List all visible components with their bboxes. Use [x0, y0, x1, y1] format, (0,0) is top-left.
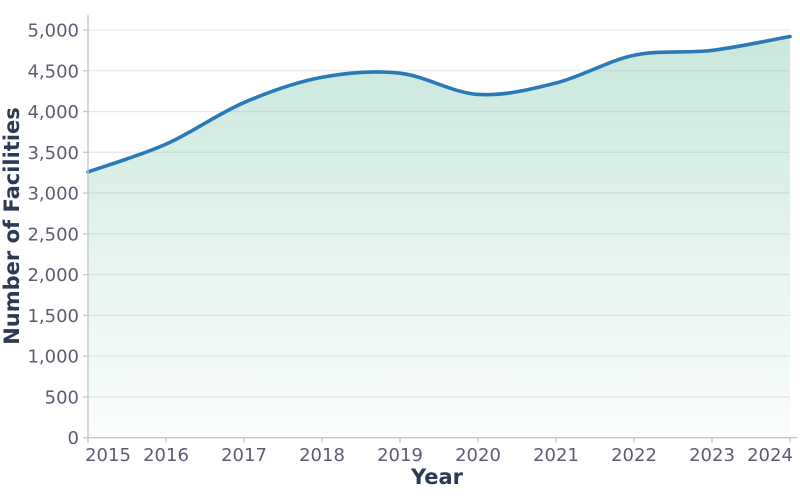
y-tick-labels: 0 500 1,000 1,500 2,000 2,500 3,000 3,500 4,000 4… — [27, 21, 79, 450]
area-fill — [88, 36, 790, 438]
y-tick-label: 4,500 — [27, 61, 79, 82]
y-tick-label: 1,500 — [27, 306, 79, 327]
y-tick-label: 0 — [68, 428, 79, 449]
y-tick-label: 2,500 — [27, 224, 79, 245]
x-tick-label: 2024 — [747, 445, 793, 466]
y-tick-label: 1,000 — [27, 347, 79, 368]
x-tick-label: 2022 — [611, 445, 657, 466]
x-tick-label: 2017 — [221, 445, 267, 466]
tick-marks — [83, 29, 791, 443]
y-tick-label: 4,000 — [27, 102, 79, 123]
x-tick-label: 2021 — [533, 445, 579, 466]
y-tick-label: 500 — [45, 387, 79, 408]
y-tick-label: 5,000 — [27, 21, 79, 42]
y-tick-label: 3,500 — [27, 143, 79, 164]
y-tick-label: 3,000 — [27, 184, 79, 205]
y-axis-title: Number of Facilities — [0, 107, 24, 345]
x-tick-label: 2023 — [689, 445, 735, 466]
x-tick-label: 2019 — [377, 445, 423, 466]
x-tick-label: 2020 — [455, 445, 501, 466]
y-tick-label: 2,000 — [27, 265, 79, 286]
x-tick-label: 2016 — [143, 445, 189, 466]
x-tick-label: 2015 — [85, 445, 131, 466]
x-tick-label: 2018 — [299, 445, 345, 466]
x-axis-title: Year — [410, 465, 464, 489]
trend-line — [86, 34, 792, 174]
axis-spines — [87, 15, 797, 439]
x-tick-labels: 2015 2016 2017 2018 2019 2020 2021 2022 2023 2024 — [85, 445, 793, 466]
